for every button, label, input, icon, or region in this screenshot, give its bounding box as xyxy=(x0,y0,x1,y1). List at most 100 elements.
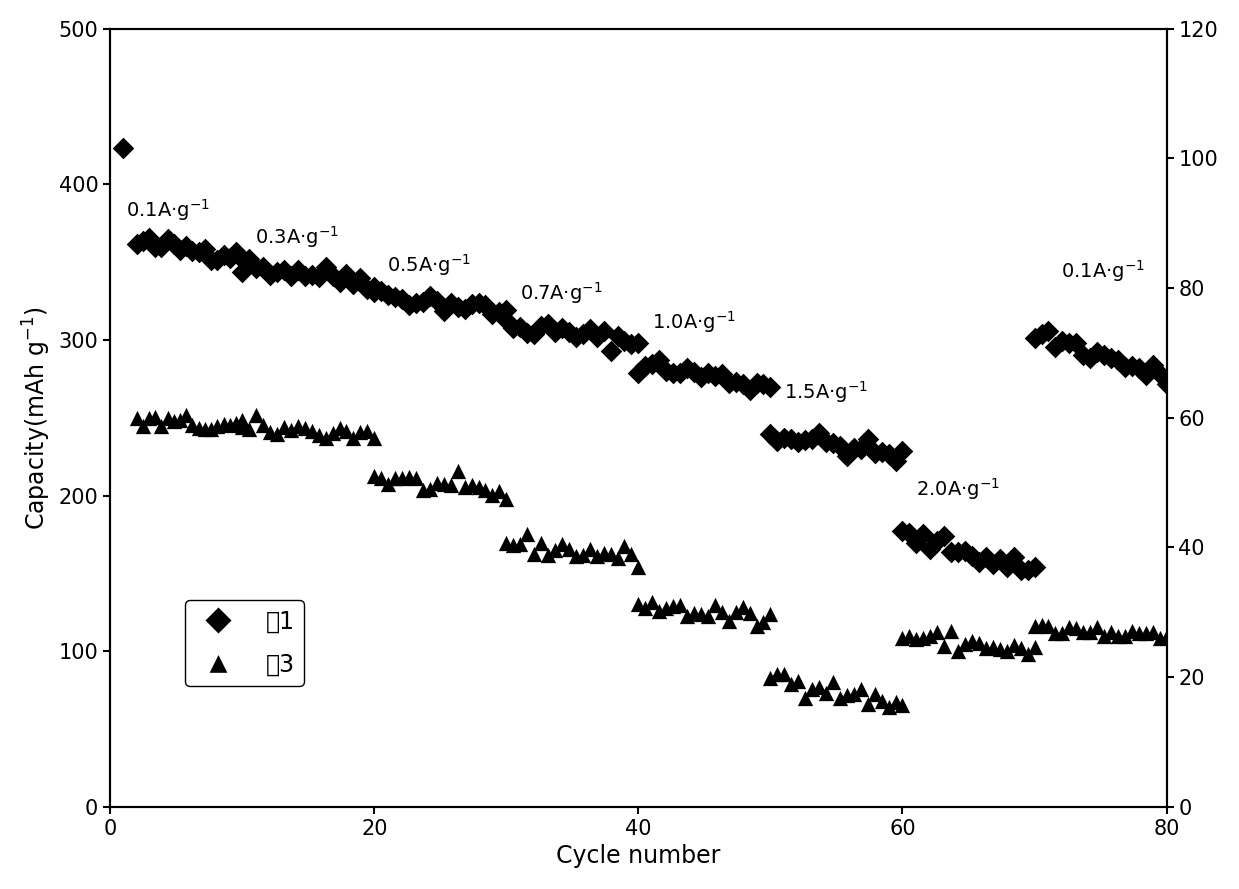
Point xyxy=(406,471,426,485)
Point xyxy=(157,232,177,246)
Point xyxy=(434,304,453,318)
Point xyxy=(287,263,307,277)
Point xyxy=(878,447,898,461)
Point xyxy=(642,357,662,372)
Point xyxy=(587,549,607,564)
Point xyxy=(247,260,266,275)
Point xyxy=(372,470,392,485)
Point xyxy=(188,421,208,436)
Point xyxy=(330,420,349,435)
Point xyxy=(295,268,315,283)
Point xyxy=(1080,625,1100,639)
Point xyxy=(830,691,850,705)
Point xyxy=(636,358,655,372)
Point xyxy=(489,484,509,498)
Point xyxy=(1073,625,1093,639)
Text: 0.1A·g$^{-1}$: 0.1A·g$^{-1}$ xyxy=(126,197,209,223)
Point xyxy=(817,686,836,701)
Point xyxy=(1073,348,1093,363)
Point xyxy=(566,330,586,344)
Point xyxy=(364,469,384,484)
Point xyxy=(385,290,405,304)
Point xyxy=(1052,334,1072,348)
Point xyxy=(482,307,502,321)
Point xyxy=(503,538,523,552)
Point xyxy=(636,601,655,615)
Point xyxy=(427,293,447,308)
Point xyxy=(1059,621,1079,635)
Point xyxy=(219,418,239,432)
Point xyxy=(351,271,370,285)
Point xyxy=(170,243,190,257)
Point xyxy=(726,375,746,389)
Point xyxy=(788,674,808,688)
Text: 2.0A·g$^{-1}$: 2.0A·g$^{-1}$ xyxy=(916,476,1000,501)
Point xyxy=(232,252,252,266)
Point xyxy=(489,305,509,319)
Point xyxy=(628,597,648,611)
Point xyxy=(1025,331,1044,345)
Point xyxy=(601,344,621,358)
Point xyxy=(607,329,627,343)
Point xyxy=(942,624,961,638)
Point xyxy=(1123,358,1142,372)
Point xyxy=(213,417,233,431)
Point xyxy=(482,488,502,502)
Point xyxy=(900,525,919,540)
Point xyxy=(139,411,159,425)
Point xyxy=(1087,620,1106,634)
Point xyxy=(802,432,821,446)
Point xyxy=(420,482,440,496)
Point xyxy=(393,471,413,485)
Point xyxy=(447,300,467,314)
Point xyxy=(316,431,336,445)
Y-axis label: Capacity(mAh g$^{-1}$): Capacity(mAh g$^{-1}$) xyxy=(21,306,53,530)
Point xyxy=(823,675,843,689)
Point xyxy=(176,408,196,422)
Point xyxy=(1108,629,1127,643)
Point xyxy=(844,441,864,455)
Point xyxy=(207,252,227,267)
Point xyxy=(378,477,398,492)
Point xyxy=(1080,351,1100,365)
Point xyxy=(253,260,273,275)
Point xyxy=(372,284,392,298)
Point xyxy=(337,267,357,281)
Point xyxy=(1067,621,1087,636)
Point xyxy=(1094,348,1114,363)
Point xyxy=(684,364,704,379)
Point xyxy=(510,320,530,334)
Point xyxy=(434,477,453,492)
Point xyxy=(1017,646,1037,661)
Point xyxy=(747,376,767,390)
Point xyxy=(1011,641,1031,655)
Point xyxy=(1011,563,1031,577)
Point xyxy=(559,324,579,339)
Point xyxy=(593,546,613,560)
Point xyxy=(201,253,221,268)
Point xyxy=(963,549,983,563)
Point xyxy=(719,614,738,629)
Point xyxy=(510,536,530,550)
Point xyxy=(139,230,159,244)
Point xyxy=(1046,627,1066,641)
Point xyxy=(524,327,544,341)
Point xyxy=(1129,361,1149,375)
Point xyxy=(268,427,287,441)
Point xyxy=(983,640,1002,654)
Point xyxy=(907,535,927,549)
Point xyxy=(1142,358,1162,372)
Point xyxy=(976,641,996,655)
Point xyxy=(145,410,165,424)
Point xyxy=(1032,618,1052,632)
Point xyxy=(182,418,202,432)
Point xyxy=(455,480,475,494)
Point xyxy=(247,408,266,422)
Point xyxy=(753,614,773,629)
Point xyxy=(538,548,558,562)
Text: 0.3A·g$^{-1}$: 0.3A·g$^{-1}$ xyxy=(255,224,339,250)
Point xyxy=(219,251,239,265)
Point xyxy=(990,551,1010,565)
Point xyxy=(476,483,496,497)
Point xyxy=(823,436,843,451)
